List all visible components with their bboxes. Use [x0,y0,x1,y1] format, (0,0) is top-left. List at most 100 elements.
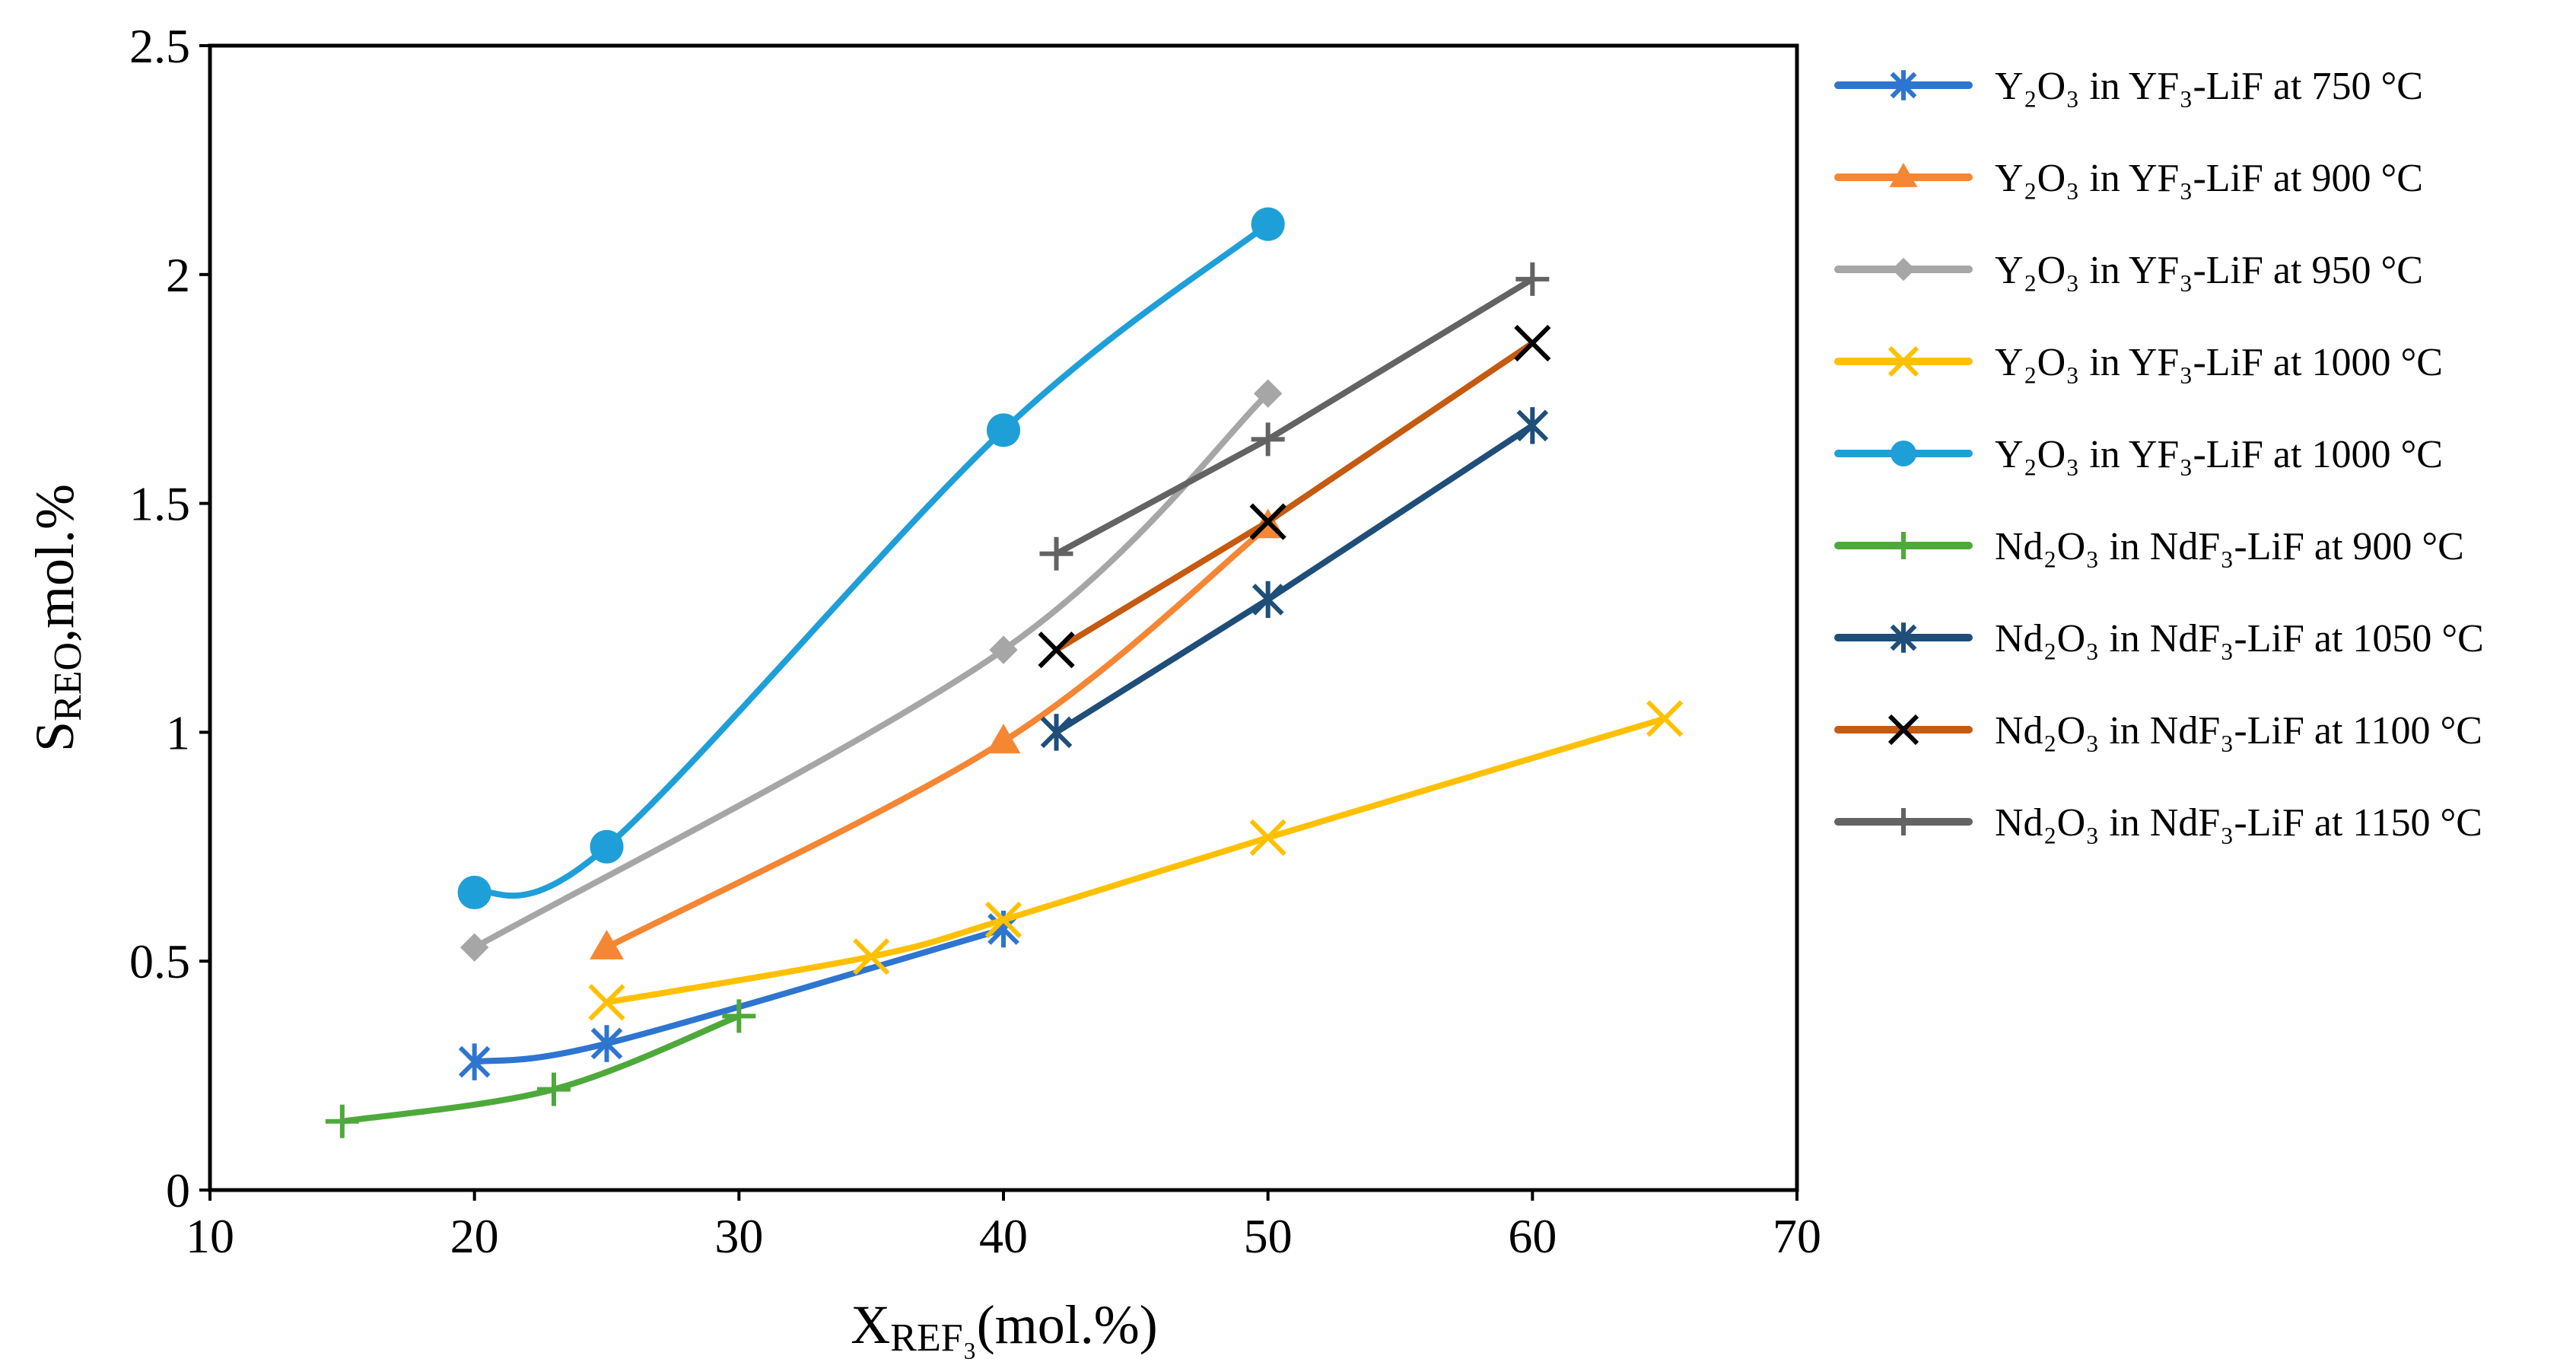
marker-asterisk [458,1043,491,1080]
marker-x-stroke [984,901,1022,939]
y-tick-label: 0.5 [129,934,190,988]
y-axis-title: SREO,mol.% [24,484,90,752]
y-tick-label: 2.5 [129,19,190,73]
series-9 [1039,262,1550,571]
x-tick-label: 40 [979,1209,1028,1263]
marker-circle [1891,441,1916,466]
marker-asterisk [1890,70,1917,100]
marker-x-stroke [1887,345,1919,377]
marker-plus [722,999,756,1033]
y-tick-label: 0 [166,1163,190,1217]
marker-x [1249,503,1286,540]
marker-diamond [1891,257,1916,282]
legend-entry-3: Y₂O₃ in YF₃-LiF at 950 °C [1834,249,2423,292]
legend-label: Y₂O₃ in YF₃-LiF at 1000 °C [1995,341,2443,384]
legend-entry-5: Y₂O₃ in YF₃-LiF at 1000 °C [1834,433,2443,476]
legend-label: Y₂O₃ in YF₃-LiF at 950 °C [1995,249,2423,292]
marker-plus [1039,536,1073,571]
marker-circle [457,875,491,910]
marker-asterisk-stroke [1516,409,1549,442]
marker-asterisk [1516,407,1549,444]
marker-asterisk-stroke [1251,584,1284,616]
series-4 [588,700,1684,1021]
series-8 [1038,324,1551,669]
series-7 [1040,407,1549,751]
tick-layer: 10 20 30 40 50 60 70 0 0.5 1 1.5 2 2.5 [129,19,1821,1263]
legend-label: Y₂O₃ in YF₃-LiF at 1000 °C [1995,433,2443,476]
marker-circle [590,829,624,864]
marker-asterisk-stroke [590,1027,623,1060]
marker-x-stroke [1249,819,1286,856]
legend-entry-4: Y₂O₃ in YF₃-LiF at 1000 °C [1834,341,2443,384]
marker-asterisk [1040,714,1073,751]
legend-entry-6: Nd₂O₃ in NdF₃-LiF at 900 °C [1834,525,2464,568]
marker-x [984,901,1022,939]
axis-title-main-letter: S [24,721,85,752]
marker-plus [1890,532,1917,559]
marker-x-stroke [588,984,625,1021]
legend-label: Nd₂O₃ in NdF₃-LiF at 1150 °C [1995,801,2482,845]
marker-triangle [1889,163,1918,187]
marker-diamond [989,635,1018,664]
marker-asterisk [1890,622,1917,653]
series-line [603,715,1668,1006]
series-6 [325,999,756,1138]
y-tick-label: 1.5 [129,477,190,531]
x-tick-label: 60 [1508,1209,1557,1263]
x-tick-label: 20 [450,1209,499,1263]
marker-x-stroke [1249,503,1286,540]
y-axis-title-text: SREO,mol.% [24,484,90,752]
marker-diamond [460,933,489,962]
series-line [471,926,1007,1065]
marker-plus [1515,262,1550,296]
legend-label: Nd₂O₃ in NdF₃-LiF at 1050 °C [1995,617,2484,660]
marker-x-stroke [1514,324,1551,362]
axis-title-rest: (mol.%) [977,1294,1158,1355]
marker-plus [536,1072,571,1106]
marker-x [1514,324,1551,362]
legend: Y₂O₃ in YF₃-LiF at 750 °C Y₂O₃ in YF₃-LiF… [1834,65,2484,845]
legend-label: Y₂O₃ in YF₃-LiF at 900 °C [1995,157,2423,200]
marker-plus [325,1104,359,1138]
x-axis-title: XREF₃(mol.%) [851,1294,1157,1360]
marker-asterisk-stroke [458,1045,491,1078]
legend-label: Y₂O₃ in YF₃-LiF at 750 °C [1995,65,2423,108]
x-axis-title-text: XREF₃(mol.%) [851,1294,1157,1360]
marker-plus [1890,808,1917,835]
marker-asterisk-stroke [1890,72,1917,99]
marker-x-stroke [853,938,890,975]
x-tick-label: 10 [186,1209,234,1263]
x-tick-label: 50 [1244,1209,1293,1263]
series-3 [460,379,1283,962]
axis-title-subscript: REO [46,642,90,721]
legend-label: Nd₂O₃ in NdF₃-LiF at 900 °C [1995,525,2464,568]
legend-entry-7: Nd₂O₃ in NdF₃-LiF at 1050 °C [1834,617,2484,660]
marker-x [1887,345,1919,377]
series-5 [457,207,1285,910]
marker-asterisk-stroke [1040,716,1073,749]
marker-triangle [986,724,1021,754]
y-tick-label: 1 [166,705,190,759]
marker-asterisk [590,1025,623,1062]
marker-circle [986,413,1021,447]
legend-entry-8: Nd₂O₃ in NdF₃-LiF at 1100 °C [1834,709,2482,753]
series-line [471,221,1271,899]
axis-title-subscript: REF₃ [890,1316,977,1360]
series-line [471,390,1271,951]
marker-circle [1251,207,1285,241]
x-tick-label: 70 [1773,1209,1821,1263]
axis-title-main-letter: X [851,1294,890,1355]
marker-plus [1251,422,1285,457]
axis-title-rest: ,mol.% [24,484,85,642]
series-layer [325,207,1684,1138]
y-tick-label: 2 [166,248,190,302]
marker-x [853,938,890,975]
legend-entry-9: Nd₂O₃ in NdF₃-LiF at 1150 °C [1834,801,2482,845]
marker-x-stroke [1038,631,1075,669]
legend-entry-2: Y₂O₃ in YF₃-LiF at 900 °C [1834,157,2423,200]
x-tick-label: 30 [714,1209,763,1263]
marker-x [1249,819,1286,856]
marker-triangle [590,929,624,959]
